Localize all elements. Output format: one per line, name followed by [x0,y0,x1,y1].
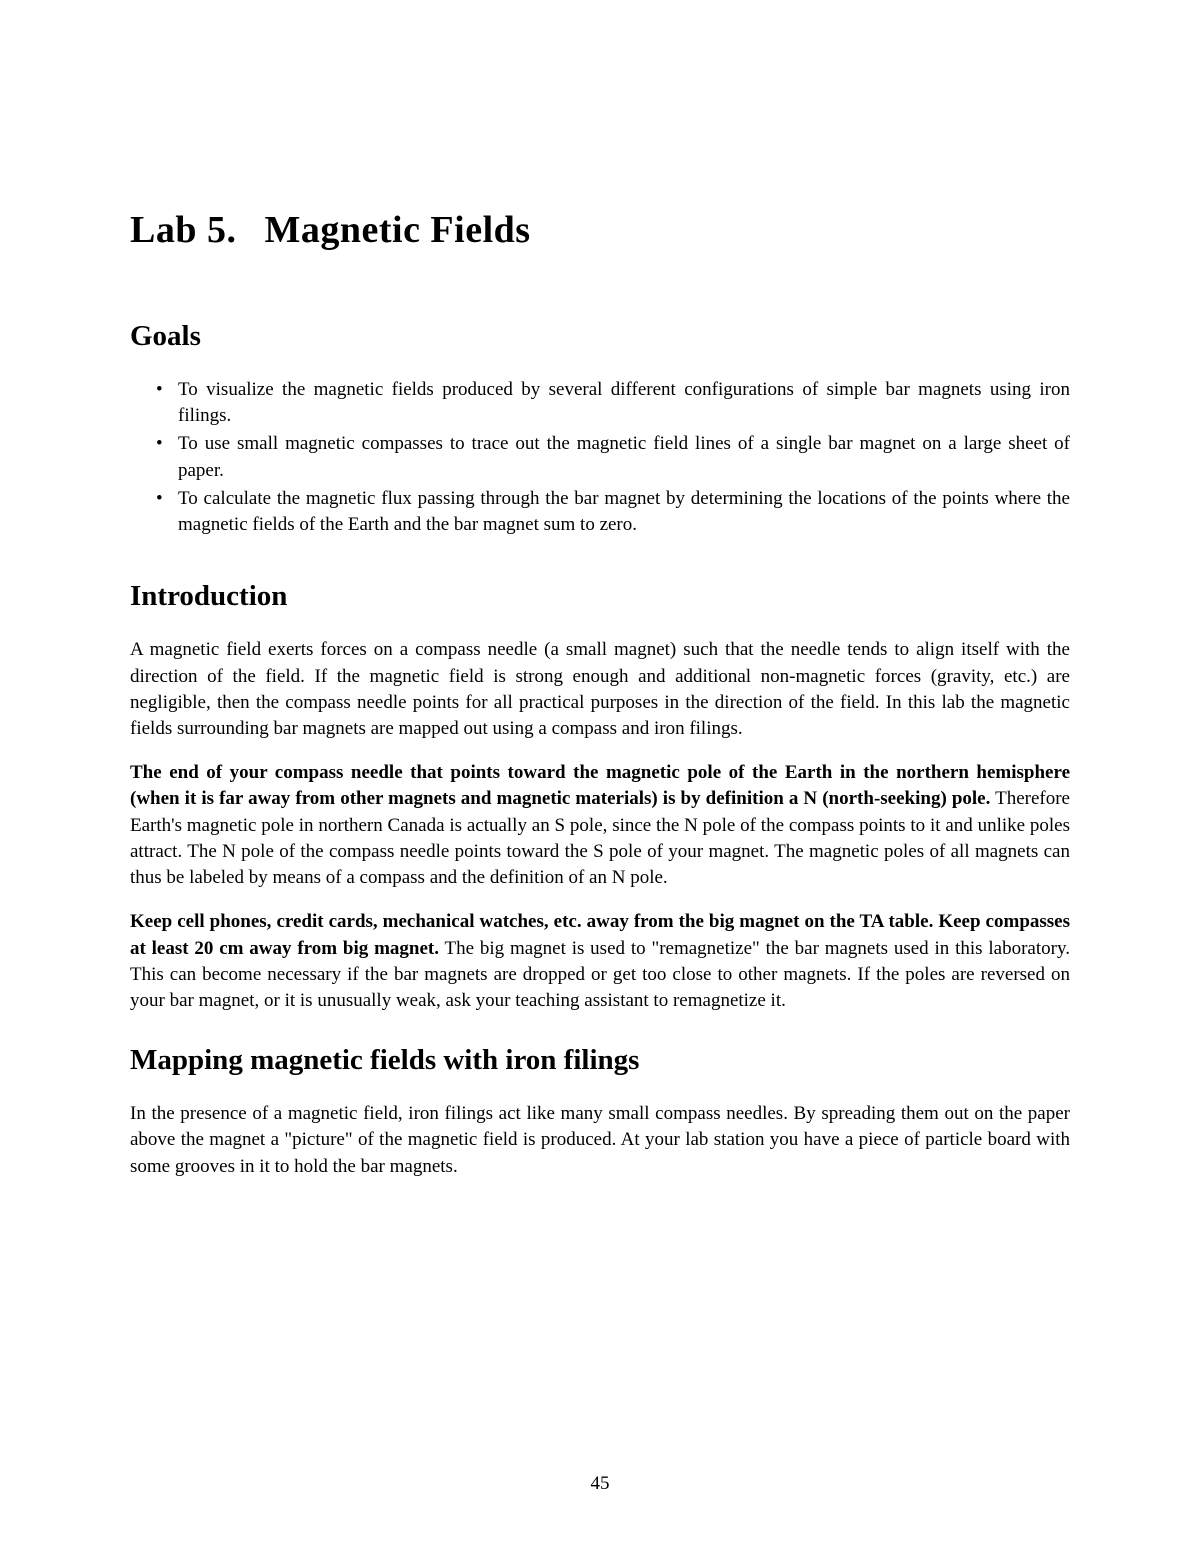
intro-para-1: A magnetic field exerts forces on a comp… [130,637,1070,742]
list-item: To use small magnetic compasses to trace… [178,431,1070,483]
introduction-heading: Introduction [130,580,1070,613]
goals-heading: Goals [130,320,1070,353]
intro-para-2: The end of your compass needle that poin… [130,760,1070,891]
list-item: To calculate the magnetic flux passing t… [178,486,1070,538]
mapping-para-1: In the presence of a magnetic field, iro… [130,1101,1070,1180]
intro-para-2-bold: The end of your compass needle that poin… [130,762,1070,809]
goals-list: To visualize the magnetic fields produce… [130,377,1070,538]
mapping-heading: Mapping magnetic fields with iron filing… [130,1044,1070,1077]
list-item: To visualize the magnetic fields produce… [178,377,1070,429]
page-title: Lab 5. Magnetic Fields [130,208,1070,252]
title-prefix: Lab 5. [130,208,236,252]
intro-para-3: Keep cell phones, credit cards, mechanic… [130,909,1070,1014]
title-main: Magnetic Fields [264,209,530,251]
page-number: 45 [0,1473,1200,1495]
document-page: Lab 5. Magnetic Fields Goals To visualize… [0,0,1200,1278]
